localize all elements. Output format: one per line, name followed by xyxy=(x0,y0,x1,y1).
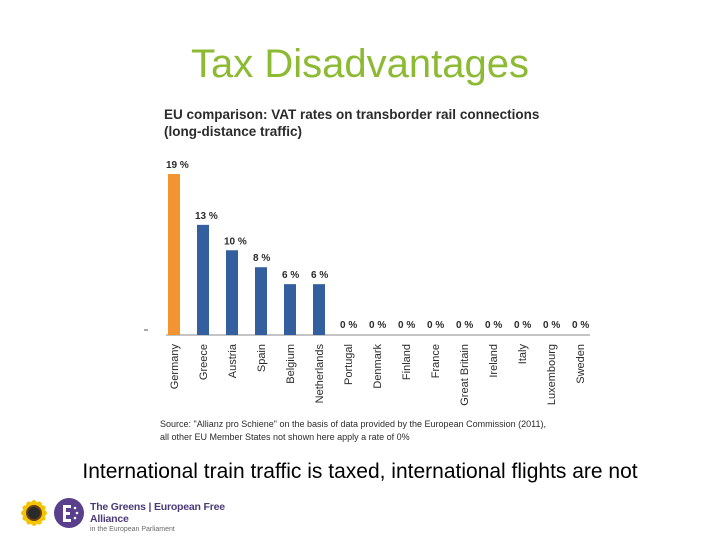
value-label: 10 % xyxy=(224,236,247,247)
category-label: Greece xyxy=(198,344,210,380)
category-label: Ireland xyxy=(488,344,500,378)
sunflower-icon xyxy=(21,500,47,526)
value-label: 13 % xyxy=(195,211,218,222)
value-label: 6 % xyxy=(311,270,328,281)
bar-spain xyxy=(255,267,267,335)
category-label: Denmark xyxy=(372,344,384,389)
source-note-line2: all other EU Member States not shown her… xyxy=(160,432,410,442)
category-label: Italy xyxy=(517,344,529,365)
bar-netherlands xyxy=(313,284,325,335)
value-label: 0 % xyxy=(485,320,502,331)
category-label: France xyxy=(430,344,442,378)
category-label: Finland xyxy=(401,344,413,380)
bar-austria xyxy=(226,250,238,335)
value-label: 0 % xyxy=(398,320,415,331)
value-label: 8 % xyxy=(253,253,270,264)
category-label: Great Britain xyxy=(459,344,471,406)
logo-name: The Greens | European Free Alliance xyxy=(90,501,225,525)
category-label: Sweden xyxy=(575,344,587,384)
chart-title-line2: (long-distance traffic) xyxy=(164,124,302,139)
value-label: 0 % xyxy=(340,320,357,331)
bar-belgium xyxy=(284,284,296,335)
category-label: Luxembourg xyxy=(546,344,558,405)
value-label: 0 % xyxy=(543,320,560,331)
category-labels-group: Germany Greece Austria Spain Belgium Netherla… xyxy=(169,343,587,406)
category-label: Germany xyxy=(169,344,181,390)
source-note-line1: Source: "Allianz pro Schiene" on the bas… xyxy=(160,419,546,429)
value-label: 0 % xyxy=(427,320,444,331)
vat-bar-chart: EU comparison: VAT rates on transborder … xyxy=(144,107,590,442)
value-label: 6 % xyxy=(282,270,299,281)
category-label: Belgium xyxy=(285,344,297,384)
value-labels-group: 19 % 13 % 10 % 8 % 6 % 6 % 0 % 0 % 0 % 0 % 0 % 0 % 0… xyxy=(166,160,589,331)
greens-efa-logo: The Greens | European Free Alliance in t… xyxy=(14,493,254,533)
efa-star-emblem-icon xyxy=(54,498,84,528)
chart-title-line1: EU comparison: VAT rates on transborder … xyxy=(164,107,539,122)
bar-germany xyxy=(168,174,180,335)
slide-title: Tax Disadvantages xyxy=(191,42,529,86)
value-label: 0 % xyxy=(456,320,473,331)
bars-group xyxy=(168,174,325,335)
bar-greece xyxy=(197,224,209,335)
slide-caption: International train traffic is taxed, in… xyxy=(82,460,638,483)
value-label: 19 % xyxy=(166,160,189,171)
value-label: 0 % xyxy=(514,320,531,331)
category-label: Netherlands xyxy=(314,344,326,404)
category-label: Austria xyxy=(227,343,239,378)
logo-subtitle: in the European Parliament xyxy=(90,526,175,533)
value-label: 0 % xyxy=(572,320,589,331)
value-label: 0 % xyxy=(369,320,386,331)
category-label: Spain xyxy=(256,344,268,372)
category-label: Portugal xyxy=(343,344,355,385)
